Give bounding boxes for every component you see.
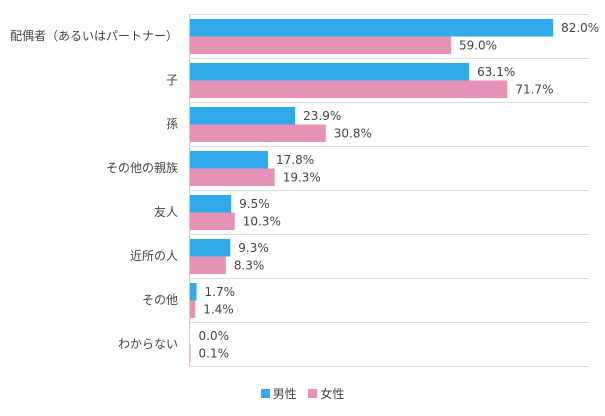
data-label: 17.8% — [276, 153, 314, 167]
bar-male — [189, 63, 470, 81]
bar-female — [189, 124, 326, 142]
category-label: 近所の人 — [130, 249, 178, 263]
data-label: 71.7% — [515, 82, 553, 96]
legend-label-female: 女性 — [320, 387, 345, 401]
category-label: 配偶者（あるいはパートナー） — [10, 29, 178, 43]
data-label: 1.4% — [203, 302, 234, 316]
category-label: 友人 — [154, 205, 178, 219]
data-label: 0.1% — [199, 346, 230, 360]
data-label: 82.0% — [561, 21, 599, 35]
bar-male — [189, 107, 296, 125]
data-label: 63.1% — [477, 65, 515, 79]
category-label: わからない — [118, 337, 178, 351]
legend-item-female: 女性 — [308, 385, 344, 402]
bar-chart: 配偶者（あるいはパートナー） 82.0% 59.0% 子 63.1%71.7% 孫 23.9… — [10, 14, 599, 367]
bar-female — [189, 168, 275, 186]
data-label: 8.3% — [234, 258, 264, 272]
data-label: 9.5% — [239, 197, 270, 211]
bar-female — [189, 212, 235, 230]
bar-male — [189, 151, 269, 169]
legend-swatch-female — [308, 389, 318, 398]
data-label: 59.0% — [459, 38, 497, 52]
data-label: 23.9% — [303, 109, 341, 123]
legend-label-male: 男性 — [272, 387, 297, 401]
data-label: 0.0% — [199, 329, 230, 343]
data-label: 10.3% — [243, 214, 281, 228]
bar-female — [189, 300, 196, 318]
legend-swatch-male — [260, 389, 270, 398]
bar-male — [189, 283, 197, 301]
bar-female — [189, 256, 226, 274]
bar-male — [189, 239, 231, 257]
legend: 男性 女性 — [0, 385, 605, 402]
category-label: その他の親族 — [106, 161, 178, 175]
data-label: 9.3% — [238, 241, 268, 255]
bar-male — [189, 195, 232, 213]
data-label: 19.3% — [283, 170, 321, 184]
data-label: 30.8% — [334, 126, 372, 140]
bar-female — [189, 36, 451, 54]
bar-male — [189, 19, 554, 37]
category-label: 子 — [166, 73, 178, 87]
data-label: 1.7% — [205, 285, 236, 299]
category-label: 孫 — [166, 117, 178, 131]
category-label: その他 — [142, 293, 178, 307]
bar-female — [189, 80, 508, 98]
legend-item-male: 男性 — [260, 385, 297, 402]
